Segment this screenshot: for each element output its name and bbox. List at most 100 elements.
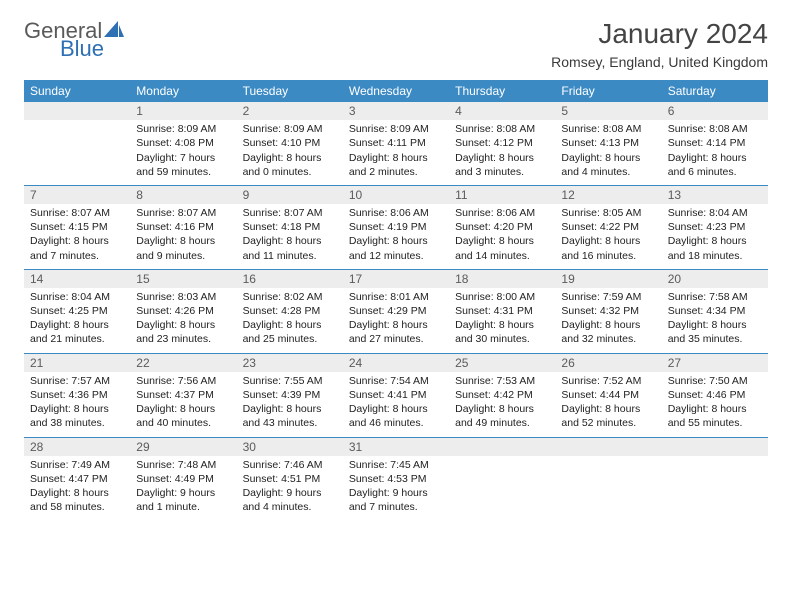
sunset-text: Sunset: 4:13 PM bbox=[561, 136, 655, 150]
calendar-day-cell: 21Sunrise: 7:57 AMSunset: 4:36 PMDayligh… bbox=[24, 353, 130, 437]
calendar-day-cell: 28 Sunrise: 7:49 AMSunset: 4:47 PMDayligh… bbox=[24, 437, 130, 520]
daylight-text: Daylight: 7 hours and 59 minutes. bbox=[136, 151, 230, 179]
calendar-day-cell: 6 Sunrise: 8:08 AMSunset: 4:14 PMDaylight… bbox=[662, 102, 768, 185]
day-number-empty bbox=[662, 438, 768, 456]
daylight-text: Daylight: 9 hours and 4 minutes. bbox=[243, 486, 337, 514]
daylight-text: Daylight: 8 hours and 12 minutes. bbox=[349, 234, 443, 262]
daylight-text: Daylight: 8 hours and 55 minutes. bbox=[668, 402, 762, 430]
sunset-text: Sunset: 4:47 PM bbox=[30, 472, 124, 486]
sunrise-text: Sunrise: 8:08 AM bbox=[455, 122, 549, 136]
daylight-text: Daylight: 8 hours and 43 minutes. bbox=[243, 402, 337, 430]
calendar-day-cell bbox=[449, 437, 555, 520]
daylight-text: Daylight: 8 hours and 6 minutes. bbox=[668, 151, 762, 179]
daylight-text: Daylight: 8 hours and 2 minutes. bbox=[349, 151, 443, 179]
calendar-week-row: 1Sunrise: 8:09 AMSunset: 4:08 PMDaylight… bbox=[24, 102, 768, 185]
daylight-text: Daylight: 8 hours and 32 minutes. bbox=[561, 318, 655, 346]
calendar-day-cell: 26Sunrise: 7:52 AMSunset: 4:44 PMDayligh… bbox=[555, 353, 661, 437]
calendar-day-cell: 7Sunrise: 8:07 AMSunset: 4:15 PMDaylight… bbox=[24, 185, 130, 269]
weekday-header: Tuesday bbox=[237, 80, 343, 102]
sunset-text: Sunset: 4:23 PM bbox=[668, 220, 762, 234]
daylight-text: Daylight: 8 hours and 16 minutes. bbox=[561, 234, 655, 262]
daylight-text: Daylight: 8 hours and 23 minutes. bbox=[136, 318, 230, 346]
daylight-text: Daylight: 8 hours and 35 minutes. bbox=[668, 318, 762, 346]
day-number: 28 bbox=[24, 438, 130, 456]
sunset-text: Sunset: 4:49 PM bbox=[136, 472, 230, 486]
day-number: 7 bbox=[24, 186, 130, 204]
day-number: 11 bbox=[449, 186, 555, 204]
day-number: 10 bbox=[343, 186, 449, 204]
sunrise-text: Sunrise: 8:04 AM bbox=[668, 206, 762, 220]
daylight-text: Daylight: 8 hours and 46 minutes. bbox=[349, 402, 443, 430]
calendar-day-cell: 13Sunrise: 8:04 AMSunset: 4:23 PMDayligh… bbox=[662, 185, 768, 269]
calendar-day-cell: 27Sunrise: 7:50 AMSunset: 4:46 PMDayligh… bbox=[662, 353, 768, 437]
weekday-header: Sunday bbox=[24, 80, 130, 102]
day-number: 23 bbox=[237, 354, 343, 372]
day-number: 26 bbox=[555, 354, 661, 372]
daylight-text: Daylight: 8 hours and 58 minutes. bbox=[30, 486, 124, 514]
sunrise-text: Sunrise: 8:07 AM bbox=[136, 206, 230, 220]
sunrise-text: Sunrise: 8:06 AM bbox=[455, 206, 549, 220]
calendar-day-cell: 20Sunrise: 7:58 AMSunset: 4:34 PMDayligh… bbox=[662, 269, 768, 353]
sunset-text: Sunset: 4:26 PM bbox=[136, 304, 230, 318]
day-number-empty bbox=[555, 438, 661, 456]
daylight-text: Daylight: 8 hours and 38 minutes. bbox=[30, 402, 124, 430]
sunrise-text: Sunrise: 8:03 AM bbox=[136, 290, 230, 304]
daylight-text: Daylight: 8 hours and 9 minutes. bbox=[136, 234, 230, 262]
calendar-day-cell bbox=[24, 102, 130, 185]
sunrise-text: Sunrise: 7:54 AM bbox=[349, 374, 443, 388]
daylight-text: Daylight: 8 hours and 3 minutes. bbox=[455, 151, 549, 179]
sunrise-text: Sunrise: 7:55 AM bbox=[243, 374, 337, 388]
day-number: 14 bbox=[24, 270, 130, 288]
calendar-day-cell: 1Sunrise: 8:09 AMSunset: 4:08 PMDaylight… bbox=[130, 102, 236, 185]
day-number: 6 bbox=[662, 102, 768, 120]
daylight-text: Daylight: 8 hours and 14 minutes. bbox=[455, 234, 549, 262]
weekday-header-row: Sunday Monday Tuesday Wednesday Thursday… bbox=[24, 80, 768, 102]
calendar-day-cell: 8 Sunrise: 8:07 AMSunset: 4:16 PMDaylight… bbox=[130, 185, 236, 269]
sunrise-text: Sunrise: 8:02 AM bbox=[243, 290, 337, 304]
calendar-day-cell: 15Sunrise: 8:03 AMSunset: 4:26 PMDayligh… bbox=[130, 269, 236, 353]
daylight-text: Daylight: 9 hours and 1 minute. bbox=[136, 486, 230, 514]
daylight-text: Daylight: 8 hours and 25 minutes. bbox=[243, 318, 337, 346]
sunset-text: Sunset: 4:37 PM bbox=[136, 388, 230, 402]
daylight-text: Daylight: 8 hours and 7 minutes. bbox=[30, 234, 124, 262]
calendar-day-cell bbox=[662, 437, 768, 520]
sunrise-text: Sunrise: 7:56 AM bbox=[136, 374, 230, 388]
calendar-week-row: 7Sunrise: 8:07 AMSunset: 4:15 PMDaylight… bbox=[24, 185, 768, 269]
daylight-text: Daylight: 8 hours and 30 minutes. bbox=[455, 318, 549, 346]
sunset-text: Sunset: 4:53 PM bbox=[349, 472, 443, 486]
calendar-day-cell: 31Sunrise: 7:45 AMSunset: 4:53 PMDayligh… bbox=[343, 437, 449, 520]
sunset-text: Sunset: 4:31 PM bbox=[455, 304, 549, 318]
sunset-text: Sunset: 4:16 PM bbox=[136, 220, 230, 234]
weekday-header: Thursday bbox=[449, 80, 555, 102]
sunrise-text: Sunrise: 8:09 AM bbox=[349, 122, 443, 136]
calendar-week-row: 21Sunrise: 7:57 AMSunset: 4:36 PMDayligh… bbox=[24, 353, 768, 437]
sunset-text: Sunset: 4:14 PM bbox=[668, 136, 762, 150]
day-number: 30 bbox=[237, 438, 343, 456]
calendar-day-cell: 17Sunrise: 8:01 AMSunset: 4:29 PMDayligh… bbox=[343, 269, 449, 353]
daylight-text: Daylight: 8 hours and 21 minutes. bbox=[30, 318, 124, 346]
sunrise-text: Sunrise: 8:07 AM bbox=[30, 206, 124, 220]
sunset-text: Sunset: 4:36 PM bbox=[30, 388, 124, 402]
weekday-header: Monday bbox=[130, 80, 236, 102]
day-number: 3 bbox=[343, 102, 449, 120]
calendar-day-cell: 14Sunrise: 8:04 AMSunset: 4:25 PMDayligh… bbox=[24, 269, 130, 353]
calendar-week-row: 28Sunrise: 7:49 AMSunset: 4:47 PMDayligh… bbox=[24, 437, 768, 520]
sunrise-text: Sunrise: 7:50 AM bbox=[668, 374, 762, 388]
sunset-text: Sunset: 4:10 PM bbox=[243, 136, 337, 150]
header: General Blue January 2024 Romsey, Englan… bbox=[24, 18, 768, 70]
day-number: 8 bbox=[130, 186, 236, 204]
calendar-day-cell: 24Sunrise: 7:54 AMSunset: 4:41 PMDayligh… bbox=[343, 353, 449, 437]
calendar-day-cell: 12Sunrise: 8:05 AMSunset: 4:22 PMDayligh… bbox=[555, 185, 661, 269]
sunrise-text: Sunrise: 7:59 AM bbox=[561, 290, 655, 304]
weekday-header: Wednesday bbox=[343, 80, 449, 102]
sunrise-text: Sunrise: 7:49 AM bbox=[30, 458, 124, 472]
calendar-week-row: 14Sunrise: 8:04 AMSunset: 4:25 PMDayligh… bbox=[24, 269, 768, 353]
day-number: 9 bbox=[237, 186, 343, 204]
sunrise-text: Sunrise: 8:00 AM bbox=[455, 290, 549, 304]
sunset-text: Sunset: 4:42 PM bbox=[455, 388, 549, 402]
sunrise-text: Sunrise: 7:46 AM bbox=[243, 458, 337, 472]
location-text: Romsey, England, United Kingdom bbox=[551, 54, 768, 70]
sunrise-text: Sunrise: 8:08 AM bbox=[668, 122, 762, 136]
sunset-text: Sunset: 4:28 PM bbox=[243, 304, 337, 318]
sunrise-text: Sunrise: 8:09 AM bbox=[243, 122, 337, 136]
